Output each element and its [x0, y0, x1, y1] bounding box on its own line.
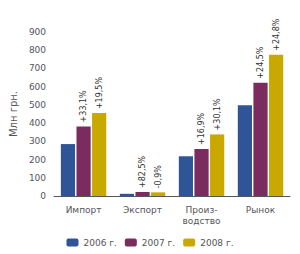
svg-text:Импорт: Импорт [66, 205, 102, 215]
svg-text:2007 г.: 2007 г. [142, 238, 175, 248]
svg-text:300: 300 [29, 136, 46, 146]
svg-text:+24,5%: +24,5% [256, 46, 265, 79]
svg-text:700: 700 [29, 63, 46, 73]
svg-text:400: 400 [29, 118, 46, 128]
svg-text:900: 900 [29, 27, 46, 37]
svg-text:-0,9%: -0,9% [154, 165, 163, 189]
svg-text:водство: водство [183, 216, 222, 226]
svg-text:+19,5%: +19,5% [95, 77, 104, 110]
svg-text:+24,8%: +24,8% [272, 18, 281, 51]
svg-text:+30,1%: +30,1% [213, 98, 222, 131]
svg-text:100: 100 [29, 173, 46, 183]
svg-text:+16,9%: +16,9% [197, 112, 206, 145]
svg-text:200: 200 [29, 155, 46, 165]
svg-text:2008 г.: 2008 г. [200, 238, 233, 248]
svg-text:800: 800 [29, 45, 46, 55]
svg-text:0: 0 [40, 191, 46, 201]
svg-text:2006 г.: 2006 г. [83, 238, 116, 248]
svg-text:Млн грн.: Млн грн. [8, 91, 19, 137]
svg-text:600: 600 [29, 82, 46, 92]
svg-text:Рынок: Рынок [246, 205, 276, 215]
svg-text:+82,5%: +82,5% [138, 155, 147, 188]
svg-text:+33,1%: +33,1% [79, 90, 88, 123]
svg-text:500: 500 [29, 100, 46, 110]
svg-text:Произ-: Произ- [186, 205, 218, 215]
svg-text:Экспорт: Экспорт [123, 205, 162, 215]
